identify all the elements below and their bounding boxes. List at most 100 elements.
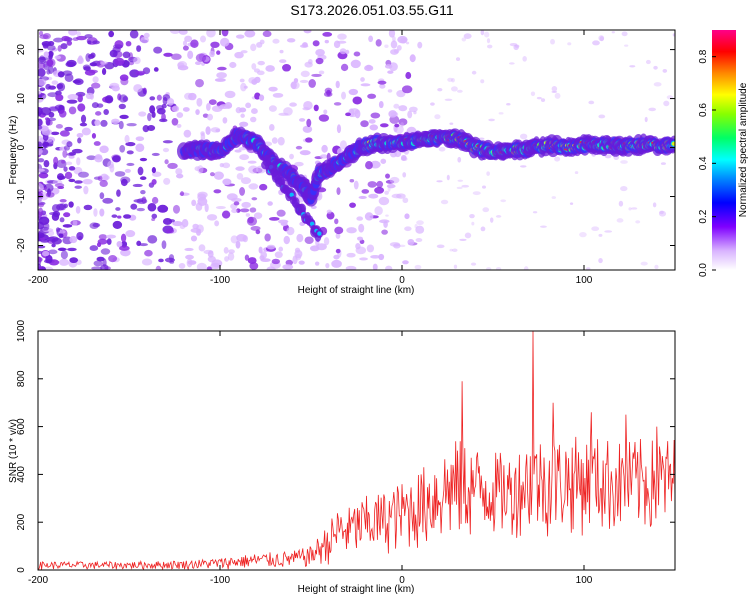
snr-xtick-label: 100 — [576, 575, 593, 586]
heatmap-cell — [167, 162, 178, 170]
heatmap-cell — [223, 246, 229, 254]
heatmap-cell — [318, 70, 325, 75]
heatmap-cell — [274, 251, 283, 259]
heatmap-cell — [611, 31, 615, 34]
heatmap-cell — [136, 198, 148, 205]
heatmap-cell — [176, 173, 184, 179]
heatmap-cell — [239, 78, 245, 83]
heatmap-cell — [294, 161, 304, 167]
heatmap-cell — [438, 146, 446, 152]
heatmap-cell — [135, 70, 146, 76]
heatmap-cell — [112, 44, 123, 49]
heatmap-cell — [62, 70, 73, 76]
heatmap-cell — [276, 209, 286, 217]
heatmap-cell — [222, 162, 231, 169]
heatmap-cell — [624, 44, 629, 47]
heatmap-cell — [495, 215, 502, 218]
heatmap-cell — [216, 50, 221, 55]
heatmap-cell — [282, 64, 292, 72]
heatmap-cell — [345, 112, 351, 117]
heatmap-cell — [227, 252, 235, 261]
heatmap-cell — [635, 220, 641, 224]
heatmap-cell — [604, 230, 613, 233]
heatmap-cell — [409, 106, 418, 113]
heatmap-cell — [398, 105, 408, 112]
heatmap-cell — [65, 161, 73, 166]
heatmap-cell — [592, 40, 600, 46]
heatmap-cell — [138, 111, 147, 117]
heatmap-cell — [554, 92, 561, 99]
heatmap-cell — [346, 227, 357, 234]
heatmap-cell — [107, 160, 114, 169]
heatmap-cell — [472, 191, 481, 196]
heatmap-cell — [111, 85, 120, 92]
heatmap-cell — [125, 141, 136, 147]
heatmap-cell — [200, 132, 206, 142]
heatmap-cell — [68, 201, 74, 208]
heatmap-cell — [38, 182, 44, 192]
heatmap-cell — [111, 118, 120, 125]
heatmap-cell — [323, 237, 330, 246]
heatmap-cell — [115, 207, 121, 211]
heatmap-cell — [53, 37, 64, 43]
heatmap-cell — [126, 150, 134, 155]
heatmap-cell — [184, 35, 193, 42]
heatmap-cell — [165, 228, 175, 234]
heatmap-cell — [628, 207, 632, 211]
heatmap-cell — [59, 198, 67, 203]
heatmap-cell — [54, 183, 65, 188]
heatmap-cell — [204, 203, 209, 213]
heatmap-cell — [53, 156, 59, 166]
heatmap-cell — [540, 225, 547, 228]
heatmap-cell — [63, 212, 71, 218]
heatmap-cell — [398, 118, 408, 126]
heatmap-cell — [147, 202, 157, 212]
heatmap-cell — [126, 122, 137, 127]
heatmap-cell — [57, 71, 65, 78]
heatmap-cell — [598, 233, 603, 237]
heatmap-cell — [38, 266, 43, 270]
heatmap-cell — [135, 143, 145, 152]
heatmap-cell — [106, 234, 117, 239]
heatmap-cell — [64, 171, 73, 180]
heatmap-cell — [88, 69, 98, 74]
heatmap-cell — [44, 117, 50, 121]
heatmap-cell — [183, 129, 192, 138]
heatmap-cell — [471, 70, 477, 75]
heatmap-cell — [278, 219, 289, 224]
heatmap-cell — [277, 136, 285, 146]
heatmap-cell — [380, 158, 387, 164]
colorbar — [712, 30, 736, 270]
heatmap-cell — [335, 80, 340, 89]
heatmap-cell — [38, 198, 42, 203]
heatmap-cell — [76, 157, 81, 166]
heatmap-cell — [604, 154, 612, 159]
heatmap-cell — [163, 52, 173, 57]
heatmap-cell — [84, 34, 93, 39]
heatmap-cell — [249, 262, 259, 270]
heatmap-cell — [333, 40, 341, 49]
heatmap-cell — [43, 266, 54, 270]
heatmap-cell — [222, 117, 228, 124]
heatmap-cell — [271, 258, 280, 265]
heatmap-cell — [390, 111, 399, 117]
heatmap-cell — [234, 51, 244, 59]
heatmap-cell — [206, 103, 211, 111]
heatmap-cell — [235, 240, 241, 249]
heatmap-cell — [299, 118, 306, 122]
heatmap-cell — [388, 30, 396, 38]
heatmap-cell — [219, 104, 231, 109]
heatmap-cell — [393, 48, 400, 54]
heatmap-cell — [251, 197, 258, 201]
heatmap-cell — [163, 177, 171, 185]
heatmap-cell — [63, 145, 70, 151]
heatmap-cell — [68, 178, 76, 183]
heatmap-cell — [140, 189, 146, 195]
heatmap-cell — [358, 223, 365, 233]
heatmap-cell — [108, 30, 115, 38]
heatmap-cell — [99, 208, 105, 217]
heatmap-cell — [367, 93, 377, 99]
heatmap-cell — [286, 38, 296, 43]
heatmap-cell — [285, 259, 294, 266]
heatmap-cell — [370, 255, 381, 259]
